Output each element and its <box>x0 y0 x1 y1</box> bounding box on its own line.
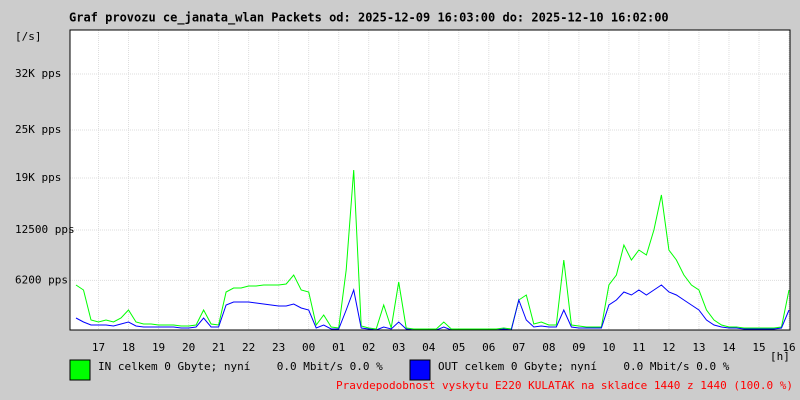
plot-border <box>69 29 791 331</box>
x-tick-label: 00 <box>302 341 315 354</box>
y-tick-label: 12500 pps <box>15 223 75 236</box>
chart-title: Graf provozu ce_janata_wlan Packets od: … <box>69 11 669 26</box>
x-tick-label: 13 <box>692 341 705 354</box>
x-tick-label: 06 <box>482 341 495 354</box>
x-tick-label: 05 <box>452 341 465 354</box>
x-tick-label: 21 <box>212 341 225 354</box>
x-tick-label: 16 <box>782 341 795 354</box>
x-axis-label: [h] <box>770 350 790 363</box>
y-tick-label: 25K pps <box>15 123 61 136</box>
x-tick-label: 07 <box>512 341 525 354</box>
x-tick-label: 22 <box>242 341 255 354</box>
x-tick-label: 20 <box>182 341 195 354</box>
x-tick-label: 12 <box>662 341 675 354</box>
x-tick-label: 18 <box>122 341 135 354</box>
x-tick-label: 10 <box>602 341 615 354</box>
x-tick-label: 17 <box>92 341 105 354</box>
legend-label: IN celkem 0 Gbyte; nyní 0.0 Mbit/s 0.0 % <box>98 360 383 373</box>
x-tick-label: 14 <box>722 341 736 354</box>
x-tick-label: 08 <box>542 341 555 354</box>
x-tick-label: 04 <box>422 341 436 354</box>
x-tick-label: 23 <box>272 341 285 354</box>
legend-label: OUT celkem 0 Gbyte; nyní 0.0 Mbit/s 0.0 … <box>438 360 730 373</box>
legend-swatch <box>69 359 91 381</box>
y-tick-label: 32K pps <box>15 67 61 80</box>
x-tick-label: 09 <box>572 341 585 354</box>
legend-swatch <box>409 359 431 381</box>
y-tick-label: 19K pps <box>15 171 61 184</box>
series-line <box>75 169 790 330</box>
x-tick-label: 19 <box>152 341 165 354</box>
y-tick-label: 6200 pps <box>15 273 68 286</box>
note: Pravdepodobnost vyskytu E220 KULATAK na … <box>336 379 793 392</box>
plot-area <box>70 30 790 330</box>
x-tick-label: 11 <box>632 341 645 354</box>
y-axis-label: [/s] <box>15 30 42 43</box>
x-tick-label: 15 <box>752 341 765 354</box>
x-tick-label: 03 <box>392 341 405 354</box>
x-tick-label: 02 <box>362 341 375 354</box>
x-tick-label: 01 <box>332 341 345 354</box>
